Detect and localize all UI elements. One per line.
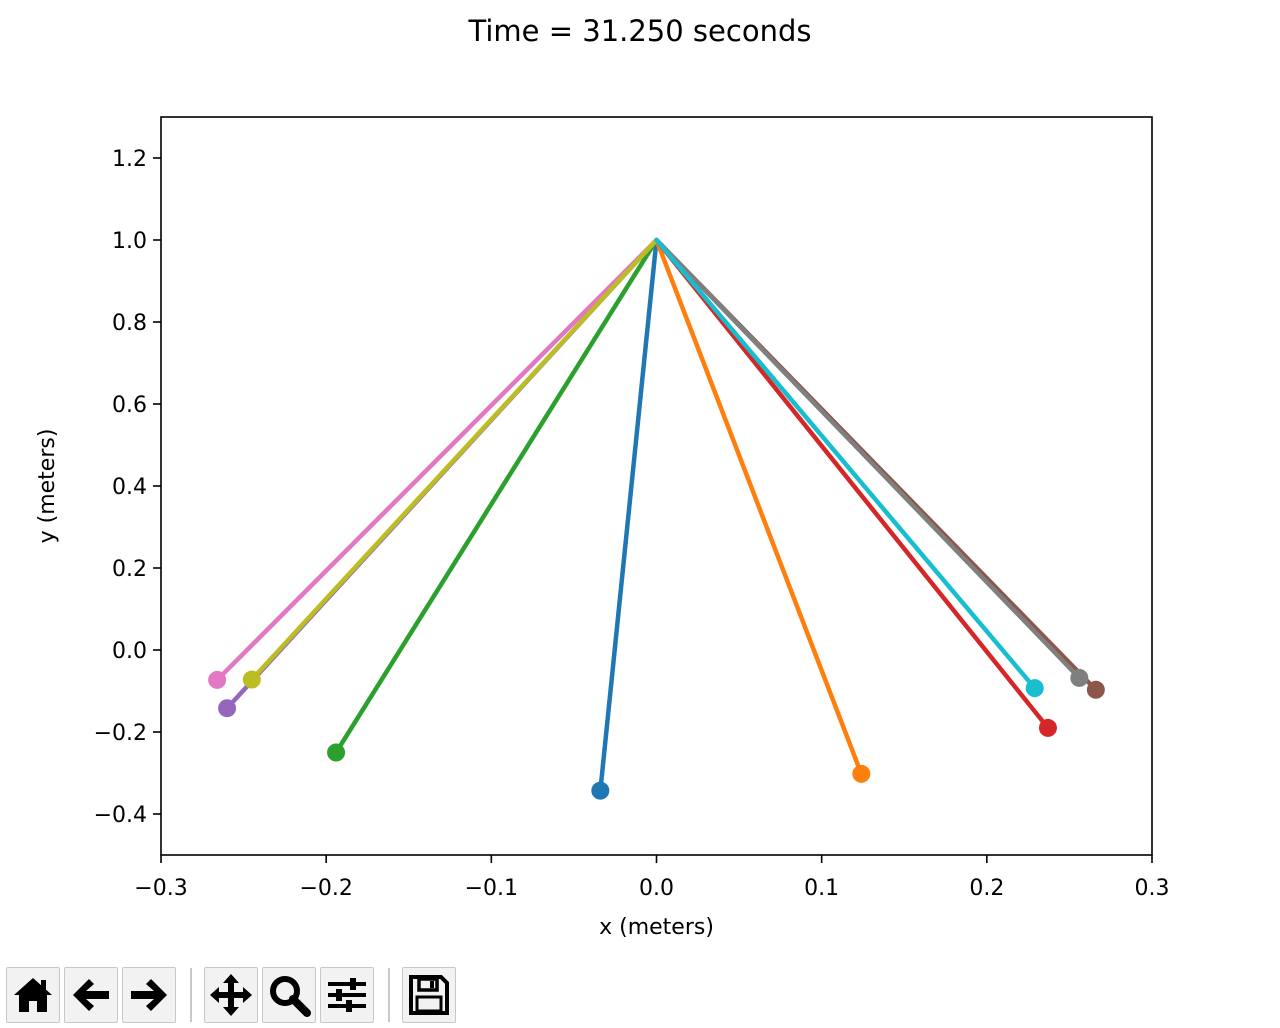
y-tick-label: 0.2 xyxy=(112,557,147,582)
pendulum-rod-3 xyxy=(333,237,659,755)
pendulum-bob-8 xyxy=(1070,668,1089,687)
pendulum-bob-7 xyxy=(208,670,227,689)
pendulum-rod-9 xyxy=(249,237,659,682)
x-tick-label: −0.1 xyxy=(465,876,518,901)
pendulum-bob-1 xyxy=(591,781,610,800)
y-tick-label: 1.2 xyxy=(112,147,147,172)
y-tick-label: −0.2 xyxy=(94,721,147,746)
y-tick-label: 0.0 xyxy=(112,639,147,664)
pendulum-rod-10 xyxy=(654,237,1037,691)
x-tick-label: 0.3 xyxy=(1135,876,1170,901)
plot-frame xyxy=(160,116,1153,856)
x-tick-label: −0.2 xyxy=(299,876,352,901)
pendulum-bob-10 xyxy=(1025,679,1044,698)
x-tick-label: 0.2 xyxy=(969,876,1004,901)
y-tick-label: 0.8 xyxy=(112,311,147,336)
forward-arrow-icon xyxy=(131,979,167,1011)
configure-subplots-icon xyxy=(328,978,366,1012)
pendulum-bob-9 xyxy=(242,670,261,689)
pendulum-bob-6 xyxy=(1086,680,1105,699)
y-tick-label: 0.6 xyxy=(112,393,147,418)
pendulum-bob-2 xyxy=(852,764,871,783)
navigation-toolbar xyxy=(6,964,460,1026)
pendulum-bob-4 xyxy=(1038,718,1057,737)
pendulum-bob-3 xyxy=(327,743,346,762)
x-tick-label: 0.0 xyxy=(639,876,674,901)
pan-move-icon xyxy=(210,974,252,1016)
chart-axes: −0.3 −0.2 −0.1 0.0 0.1 0.2 0.3 −0.4 −0.2 0.0 0.2 0.… xyxy=(35,147,1170,940)
pendulum-rod-7 xyxy=(214,237,659,683)
forward-button[interactable] xyxy=(122,967,176,1023)
zoom-button[interactable] xyxy=(262,967,316,1023)
pendulum-plot: −0.3 −0.2 −0.1 0.0 0.1 0.2 0.3 −0.4 −0.2 0.0 0.2 0.… xyxy=(35,116,1170,940)
y-tick-label: 0.4 xyxy=(112,475,147,500)
toolbar-separator xyxy=(190,968,192,1022)
configure-subplots-button[interactable] xyxy=(320,967,374,1023)
zoom-magnifier-icon xyxy=(270,976,311,1017)
toolbar-separator xyxy=(388,968,390,1022)
figure-title: Time = 31.250 seconds xyxy=(468,14,812,48)
back-button[interactable] xyxy=(64,967,118,1023)
x-tick-label: 0.1 xyxy=(804,876,839,901)
home-button[interactable] xyxy=(6,967,60,1023)
y-axis-label: y (meters) xyxy=(35,429,60,544)
pendulum-rod-2 xyxy=(654,237,864,777)
pendulum-rod-1 xyxy=(598,237,659,793)
back-arrow-icon xyxy=(73,979,109,1011)
chart-marks xyxy=(208,237,1105,800)
pendulum-rod-8 xyxy=(654,237,1082,681)
x-tick-label: −0.3 xyxy=(134,876,187,901)
pan-button[interactable] xyxy=(204,967,258,1023)
y-tick-label: −0.4 xyxy=(94,803,147,828)
home-icon xyxy=(14,978,52,1012)
pendulum-rod-4 xyxy=(654,237,1051,731)
x-axis-label: x (meters) xyxy=(599,915,714,940)
save-button[interactable] xyxy=(402,967,456,1023)
y-tick-label: 1.0 xyxy=(112,229,147,254)
save-floppy-icon xyxy=(409,975,449,1015)
pendulum-bob-5 xyxy=(218,699,237,718)
